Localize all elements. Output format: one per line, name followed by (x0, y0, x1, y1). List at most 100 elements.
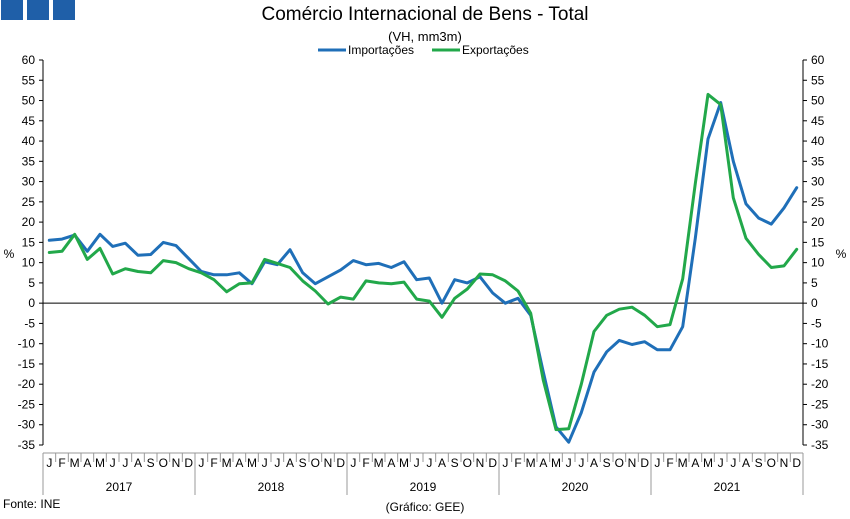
x-month-label: J (274, 456, 280, 470)
y-tick-label-right: 55 (811, 73, 825, 87)
y-tick-label-right: -5 (811, 316, 822, 330)
y-tick-label-left: 35 (22, 154, 36, 168)
y-tick-label-right: 50 (811, 94, 825, 108)
x-month-label: F (666, 456, 673, 470)
chart-subtitle: (VH, mm3m) (388, 29, 462, 44)
series-line-exportacoes (47, 92, 799, 432)
y-axis-label-right: % (836, 247, 847, 261)
y-tick-label-left: 20 (22, 215, 36, 229)
x-month-label: N (172, 456, 181, 470)
x-month-label: S (299, 456, 307, 470)
y-tick-label-right: -10 (811, 337, 829, 351)
x-year-label: 2018 (258, 480, 285, 494)
x-month-label: S (147, 456, 155, 470)
logo-square-1 (1, 0, 23, 20)
y-tick-label-left: -10 (18, 337, 36, 351)
y-tick-label-right: 0 (811, 296, 818, 310)
y-tick-label-left: 55 (22, 73, 36, 87)
chart-title: Comércio Internacional de Bens - Total (261, 4, 589, 25)
x-month-label: J (350, 456, 356, 470)
x-month-label: M (70, 456, 80, 470)
x-month-label: M (399, 456, 409, 470)
y-tick-label-right: -25 (811, 397, 829, 411)
x-month-label: D (640, 456, 649, 470)
x-month-label: J (110, 456, 116, 470)
x-month-label: J (426, 456, 432, 470)
logo-square-2 (27, 0, 49, 20)
x-month-label: N (324, 456, 333, 470)
x-month-label: J (654, 456, 660, 470)
x-month-label: M (374, 456, 384, 470)
x-month-label: O (767, 456, 776, 470)
y-tick-label-left: 60 (22, 53, 36, 67)
x-month-label: M (678, 456, 688, 470)
series-line-importacoes (47, 101, 799, 444)
x-month-label: A (742, 456, 750, 470)
x-month-label: D (184, 456, 193, 470)
y-tick-label-left: 30 (22, 175, 36, 189)
y-tick-label-right: 10 (811, 256, 825, 270)
y-tick-label-right: 35 (811, 154, 825, 168)
x-month-label: N (476, 456, 485, 470)
x-month-label: A (387, 456, 395, 470)
x-month-label: D (336, 456, 345, 470)
x-month-label: A (235, 456, 243, 470)
x-month-label: S (755, 456, 763, 470)
x-month-label: D (488, 456, 497, 470)
x-month-label: M (551, 456, 561, 470)
x-month-label: F (58, 456, 65, 470)
x-month-label: A (134, 456, 142, 470)
x-month-label: N (628, 456, 637, 470)
x-month-label: J (730, 456, 736, 470)
x-month-label: M (526, 456, 536, 470)
x-year-label: 2021 (714, 480, 741, 494)
x-month-label: A (286, 456, 294, 470)
y-tick-label-left: 15 (22, 235, 36, 249)
x-month-label: O (311, 456, 320, 470)
y-tick-label-right: 60 (811, 53, 825, 67)
x-month-label: M (222, 456, 232, 470)
y-tick-label-right: 15 (811, 235, 825, 249)
y-tick-label-left: 0 (28, 296, 35, 310)
x-month-label: J (718, 456, 724, 470)
logo-square-3 (53, 0, 75, 20)
y-tick-label-left: 25 (22, 195, 36, 209)
x-month-label: D (792, 456, 801, 470)
y-tick-label-right: 25 (811, 195, 825, 209)
x-month-label: J (262, 456, 268, 470)
x-month-label: F (514, 456, 521, 470)
y-tick-label-right: 45 (811, 114, 825, 128)
y-axis-label-left: % (4, 247, 15, 261)
x-month-label: O (463, 456, 472, 470)
x-month-label: N (780, 456, 789, 470)
y-tick-label-left: 45 (22, 114, 36, 128)
x-month-label: J (578, 456, 584, 470)
y-tick-label-left: -5 (24, 316, 35, 330)
x-month-label: O (615, 456, 624, 470)
x-month-label: A (83, 456, 91, 470)
x-month-label: J (502, 456, 508, 470)
y-tick-label-right: -35 (811, 438, 829, 452)
x-month-label: O (159, 456, 168, 470)
x-month-label: F (362, 456, 369, 470)
x-year-label: 2017 (106, 480, 133, 494)
x-month-label: S (603, 456, 611, 470)
y-tick-label-right: 5 (811, 276, 818, 290)
x-month-label: M (703, 456, 713, 470)
y-tick-label-left: -30 (18, 418, 36, 432)
y-tick-label-left: 50 (22, 94, 36, 108)
y-tick-label-right: -20 (811, 377, 829, 391)
x-year-label: 2020 (562, 480, 589, 494)
legend-label-exportacoes: Exportações (462, 43, 529, 57)
y-tick-label-left: -25 (18, 397, 36, 411)
y-tick-label-right: 20 (811, 215, 825, 229)
x-month-label: J (46, 456, 52, 470)
x-month-label: J (566, 456, 572, 470)
x-month-label: A (590, 456, 598, 470)
x-month-label: M (247, 456, 257, 470)
source-label: Fonte: INE (3, 497, 61, 511)
y-tick-label-right: -15 (811, 357, 829, 371)
y-tick-label-left: 40 (22, 134, 36, 148)
x-month-label: J (198, 456, 204, 470)
